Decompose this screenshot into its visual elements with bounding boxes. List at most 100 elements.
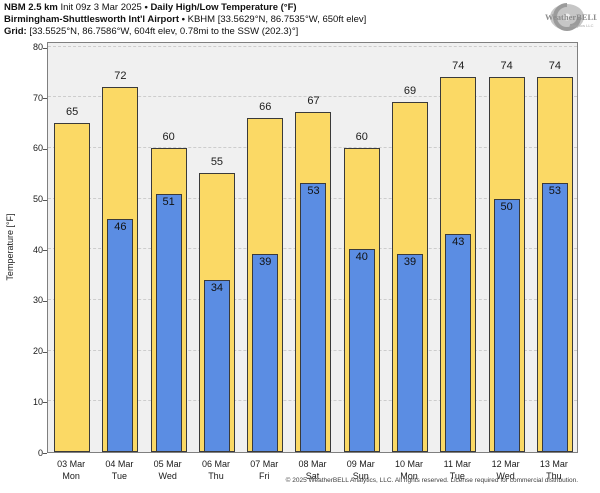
y-tick-label: 30 — [32, 295, 43, 306]
x-tick-label: 06 Mar Thu — [192, 458, 240, 482]
x-tick-day: Wed — [496, 471, 515, 481]
y-tick-mark — [43, 250, 47, 252]
x-tick-date: 12 Mar — [491, 459, 520, 469]
low-value-label: 40 — [355, 251, 368, 264]
x-tick-label: 11 Mar Tue — [433, 458, 481, 482]
high-value-label: 74 — [548, 59, 561, 72]
x-tick-day: Tue — [449, 471, 465, 481]
bar-group-08-Mar: 67 53 — [289, 43, 337, 452]
header-line-2: Birmingham-Shuttlesworth Int'l Airport •… — [4, 14, 366, 26]
gridline-70 — [48, 96, 577, 98]
x-tick-day: Fri — [258, 471, 270, 481]
model-init-time: Init 09z 3 Mar 2025 — [60, 2, 142, 13]
x-tick-date: 07 Mar — [250, 459, 279, 469]
grid-label: Grid: — [4, 26, 27, 37]
low-bar: 53 — [300, 183, 327, 452]
x-tick-date: 06 Mar — [201, 459, 230, 469]
low-bar: 51 — [155, 193, 182, 452]
x-tick-date: 10 Mar — [395, 459, 424, 469]
y-tick-mark — [43, 47, 47, 49]
low-value-label: 51 — [162, 195, 175, 208]
low-value-label: 50 — [500, 200, 513, 213]
header-line-1: NBM 2.5 km Init 09z 3 Mar 2025 • Daily H… — [4, 2, 366, 14]
high-value-label: 67 — [307, 95, 320, 108]
x-tick-date: 03 Mar — [57, 459, 86, 469]
x-tick-date: 09 Mar — [346, 459, 375, 469]
hurricane-swirl-icon: WeatherBELL Analytics LLC — [545, 3, 599, 31]
x-tick-label: 09 Mar Sun — [337, 458, 385, 482]
y-tick-label: 20 — [32, 346, 43, 357]
low-value-label: 43 — [452, 236, 465, 249]
station-name: Birmingham-Shuttlesworth Int'l Airport — [4, 14, 180, 25]
high-value-label: 69 — [403, 85, 417, 98]
x-tick-label: 08 Mar Sat — [288, 458, 336, 482]
header-line-3: Grid: [33.5525°N, 86.7586°W, 604ft elev,… — [4, 26, 366, 38]
high-value-label: 60 — [355, 130, 368, 143]
x-tick-day: Thu — [546, 471, 562, 481]
station-coordinates: KBHM [33.5629°N, 86.7535°W, 650ft elev] — [187, 14, 367, 25]
low-bar: 43 — [445, 234, 472, 452]
y-tick-mark — [43, 148, 47, 150]
low-value-label: 39 — [259, 256, 272, 269]
x-tick-day: Thu — [208, 471, 224, 481]
x-tick-day: Wed — [158, 471, 177, 481]
low-bar: 40 — [348, 249, 375, 452]
x-tick-day: Tue — [111, 471, 127, 481]
x-tick-label: 04 Mar Tue — [95, 458, 143, 482]
low-bar: 53 — [541, 183, 568, 452]
low-bar: 39 — [252, 254, 279, 452]
y-tick-mark — [43, 351, 47, 353]
y-tick-mark — [43, 402, 47, 404]
y-tick-label: 60 — [32, 143, 43, 154]
y-tick-label: 40 — [32, 244, 43, 255]
high-value-label: 66 — [259, 100, 272, 113]
y-tick-mark — [43, 199, 47, 201]
y-tick-label: 80 — [32, 42, 43, 53]
low-bar: 50 — [493, 198, 520, 452]
x-tick-label: 13 Mar Thu — [530, 458, 578, 482]
x-tick-label: 12 Mar Wed — [481, 458, 529, 482]
x-tick-day: Sun — [352, 471, 369, 481]
bar-group-10-Mar: 69 39 — [386, 43, 434, 452]
x-tick-day: Mon — [62, 471, 80, 481]
high-value-label: 74 — [500, 59, 513, 72]
bar-group-04-Mar: 72 46 — [96, 43, 144, 452]
x-tick-date: 04 Mar — [105, 459, 134, 469]
bullet-separator: • — [181, 14, 185, 25]
grid-coordinates: [33.5525°N, 86.7586°W, 604ft elev, 0.78m… — [29, 26, 299, 37]
high-value-label: 60 — [162, 130, 175, 143]
low-value-label: 53 — [548, 185, 561, 198]
x-axis-labels: 03 Mar Mon 04 Mar Tue 05 Mar Wed 06 Mar Thu 07 M… — [47, 458, 578, 484]
bar-group-12-Mar: 74 50 — [482, 43, 530, 452]
y-tick-mark — [43, 98, 47, 100]
high-bar — [54, 122, 91, 452]
x-tick-date: 11 Mar — [443, 459, 471, 469]
copyright-notice: © 2025 WeatherBELL Analytics, LLC. All r… — [285, 477, 578, 484]
low-bar: 34 — [203, 279, 230, 452]
y-tick-label: 10 — [32, 396, 43, 407]
x-tick-day: Mon — [400, 471, 418, 481]
weatherbell-logo: WeatherBELL Analytics LLC — [542, 2, 599, 36]
svg-text:Analytics LLC: Analytics LLC — [569, 23, 594, 28]
low-value-label: 46 — [114, 220, 127, 233]
chart-title: Daily High/Low Temperature (°F) — [150, 2, 297, 13]
low-value-label: 39 — [403, 256, 417, 269]
x-tick-date: 08 Mar — [298, 459, 327, 469]
x-tick-label: 07 Mar Fri — [240, 458, 288, 482]
high-value-label: 72 — [114, 70, 127, 83]
bar-group-07-Mar: 66 39 — [241, 43, 289, 452]
x-tick-date: 05 Mar — [153, 459, 182, 469]
gridline-80 — [48, 45, 577, 47]
bar-group-06-Mar: 55 34 — [193, 43, 241, 452]
model-name: NBM 2.5 km — [4, 2, 58, 13]
low-value-label: 34 — [210, 281, 224, 294]
y-tick-mark — [43, 453, 47, 454]
high-value-label: 65 — [66, 105, 79, 118]
y-tick-mark — [43, 300, 47, 302]
bullet-separator: • — [144, 2, 148, 13]
x-tick-label: 05 Mar Wed — [144, 458, 192, 482]
low-bar: 39 — [397, 254, 424, 452]
x-tick-day: Sat — [305, 471, 320, 481]
